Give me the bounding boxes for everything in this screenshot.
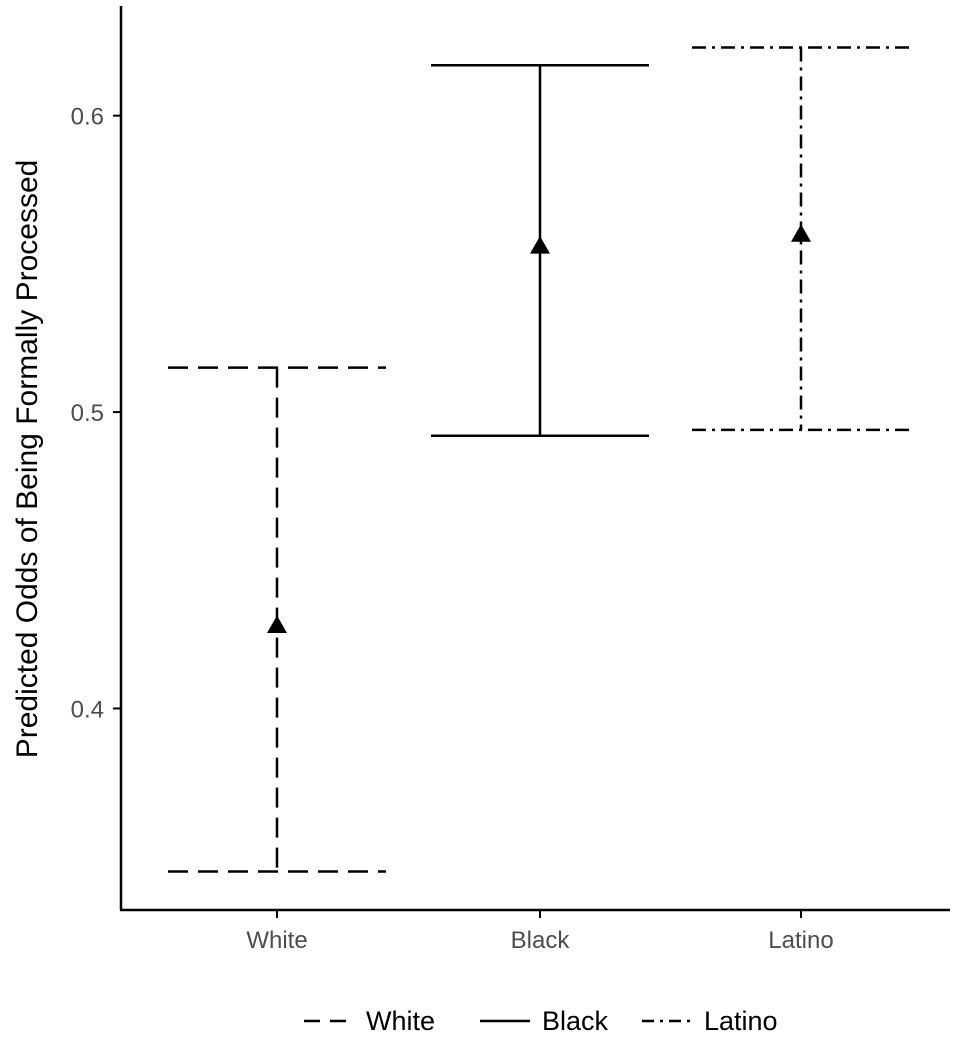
error-bar-black [431,64,649,438]
y-tick-label: 0.5 [71,400,104,427]
legend-item-black: Black [480,1006,609,1036]
y-axis-ticks: 0.4 0.5 0.6 [71,104,121,723]
y-axis-title: Predicted Odds of Being Formally Process… [11,160,44,759]
error-bar-latino [692,46,910,432]
legend: White Black Latino [304,1006,778,1036]
legend-label: Latino [704,1006,778,1036]
x-tick-label: Latino [768,927,833,954]
y-tick-label: 0.4 [71,696,104,723]
x-axis-ticks: White Black Latino [246,910,834,954]
x-tick-label: Black [511,927,571,954]
legend-label: Black [542,1006,609,1036]
point-estimate-triangle [267,615,287,633]
error-bars [168,46,910,873]
point-estimate-triangle [791,224,811,242]
error-bar-white [168,366,386,873]
x-tick-label: White [246,927,307,954]
y-tick-label: 0.6 [71,104,104,131]
legend-item-white: White [304,1006,435,1036]
point-estimate-triangle [530,236,550,254]
legend-item-latino: Latino [642,1006,778,1036]
legend-label: White [366,1006,435,1036]
